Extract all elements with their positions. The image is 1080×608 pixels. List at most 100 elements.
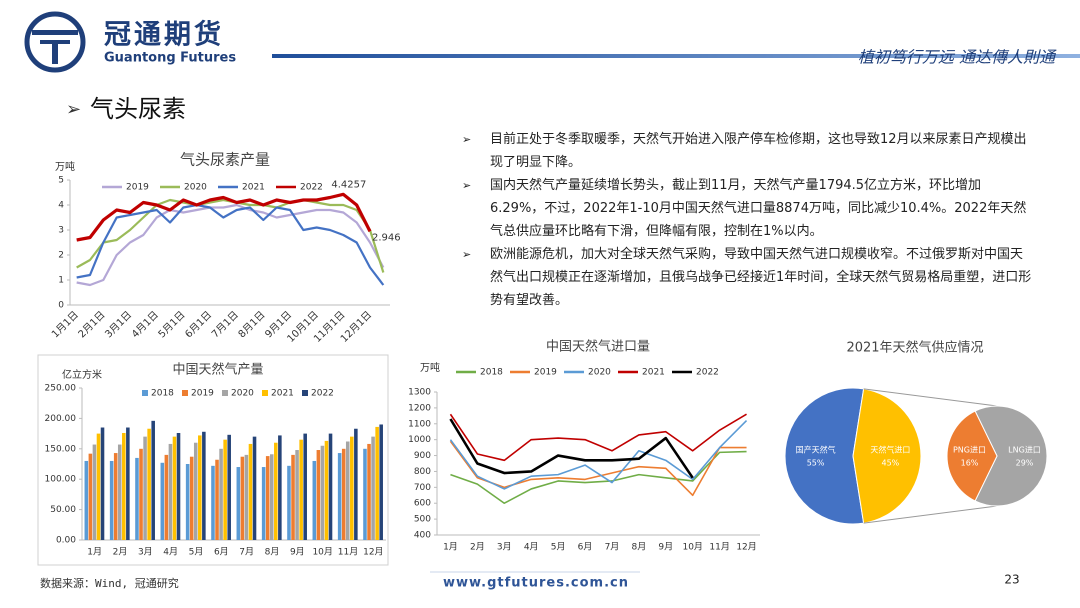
bar: [164, 454, 169, 540]
x-tick-label: 4月: [163, 547, 178, 558]
bar: [375, 426, 379, 540]
x-tick-label: 4月1日: [129, 309, 161, 341]
x-tick-label: 7月1日: [209, 309, 241, 341]
bar: [189, 456, 194, 540]
bar: [215, 459, 219, 540]
x-tick-label: 8月1日: [236, 309, 268, 341]
bullet: 欧洲能源危机，加大对全球天然气采购，导致中国天然气进口规模收窄。不过俄罗斯对中国…: [462, 243, 1034, 312]
bar: [92, 444, 97, 540]
legend-swatch: [262, 390, 268, 396]
connector: [863, 505, 998, 524]
y-tick-label: 1: [58, 276, 64, 286]
pie-slice: [946, 410, 998, 502]
y-tick-label: 2: [58, 251, 64, 261]
y-tick-label: 500: [414, 515, 431, 525]
bar: [88, 453, 93, 540]
legend-swatch: [182, 390, 188, 396]
bar: [295, 450, 299, 540]
bar: [117, 444, 122, 540]
section-title: 气头尿素: [90, 95, 186, 123]
bar: [341, 448, 346, 540]
bar: [96, 433, 101, 540]
section-bullet: ➢: [66, 99, 81, 120]
x-tick-label: 3月: [497, 542, 512, 553]
x-tick-label: 6月: [578, 542, 593, 553]
legend-label: 2018: [480, 368, 503, 378]
bar: [219, 448, 223, 540]
bar: [291, 454, 295, 540]
bar: [312, 460, 317, 540]
x-tick-label: 1月1日: [49, 309, 81, 341]
bar: [122, 432, 126, 540]
legend-label: 2022: [696, 368, 719, 378]
x-tick-label: 4月: [524, 542, 539, 553]
x-tick-label: 12月: [363, 547, 383, 558]
chart-title: 中国天然气进口量: [546, 339, 650, 355]
bar: [223, 439, 227, 540]
legend-label: 2020: [184, 183, 207, 193]
y-axis-unit: 万吨: [55, 160, 75, 173]
bar: [185, 464, 190, 540]
company-en: Guantong Futures: [104, 51, 236, 66]
bar: [278, 435, 282, 540]
y-tick-label: 3: [58, 226, 64, 236]
y-tick-label: 200.00: [45, 414, 77, 424]
y-tick-label: 900: [414, 451, 431, 461]
y-tick-label: 150.00: [45, 444, 77, 454]
x-tick-label: 1月: [87, 547, 102, 558]
legend-label: 2021: [242, 183, 265, 193]
legend-swatch: [222, 390, 228, 396]
bar: [193, 442, 198, 540]
bar: [371, 436, 375, 540]
series-line: [76, 203, 385, 286]
pie-slice: [974, 405, 1048, 507]
bar: [345, 441, 350, 540]
annotation: 4.4257: [331, 179, 366, 190]
legend-label: 2022: [300, 183, 323, 193]
legend-swatch: [142, 390, 148, 396]
bullet: 国内天然气产量延续增长势头，截止到11月，天然气产量1794.5亿立方米，环比增…: [462, 174, 1034, 243]
slice-value: 16%: [961, 459, 979, 468]
x-tick-label: 3月1日: [103, 309, 135, 341]
legend-label: 2019: [126, 183, 149, 193]
x-tick-label: 12月: [736, 542, 756, 553]
bar: [269, 454, 274, 540]
x-tick-label: 8月: [632, 542, 647, 553]
bar: [227, 434, 231, 540]
slice-value: 29%: [1016, 459, 1034, 468]
series-line: [449, 440, 747, 497]
y-tick-label: 50.00: [50, 505, 76, 515]
bar: [139, 448, 143, 540]
y-tick-label: 1000: [408, 435, 431, 445]
header-line: [272, 54, 1080, 58]
pie-slice: [784, 387, 865, 525]
company-cn: 冠通期货: [104, 19, 224, 51]
legend-label: 2019: [534, 368, 557, 378]
bar: [316, 450, 321, 540]
bullet-list: 目前正处于冬季取暖季，天然气开始进入限产停车检修期，这也导致12月以来尿素日产规…: [462, 128, 1034, 312]
x-tick-label: 2月: [470, 542, 485, 553]
slice-label: LNG进口: [1008, 446, 1041, 455]
chart-frame: [37, 354, 389, 566]
bar: [126, 427, 130, 540]
chart-title: 气头尿素产量: [180, 151, 270, 169]
bar: [324, 440, 329, 540]
chart-title: 中国天然气产量: [172, 362, 263, 378]
series-line: [449, 420, 748, 490]
bar: [109, 460, 114, 540]
page-number: 23: [1004, 573, 1019, 587]
bullet: 目前正处于冬季取暖季，天然气开始进入限产停车检修期，这也导致12月以来尿素日产规…: [462, 128, 1034, 174]
y-axis-unit: 万吨: [420, 361, 440, 374]
x-tick-label: 2月1日: [76, 309, 108, 341]
bar: [240, 456, 245, 540]
bar: [350, 436, 354, 540]
x-tick-label: 5月1日: [156, 309, 188, 341]
y-tick-label: 1300: [408, 388, 431, 398]
bar: [252, 436, 257, 540]
bar: [236, 467, 241, 540]
y-tick-label: 600: [414, 499, 431, 509]
y-axis-unit: 亿立方米: [62, 368, 102, 381]
x-tick-label: 9月: [290, 547, 305, 558]
x-tick-label: 5月: [189, 547, 204, 558]
bar: [160, 462, 165, 540]
